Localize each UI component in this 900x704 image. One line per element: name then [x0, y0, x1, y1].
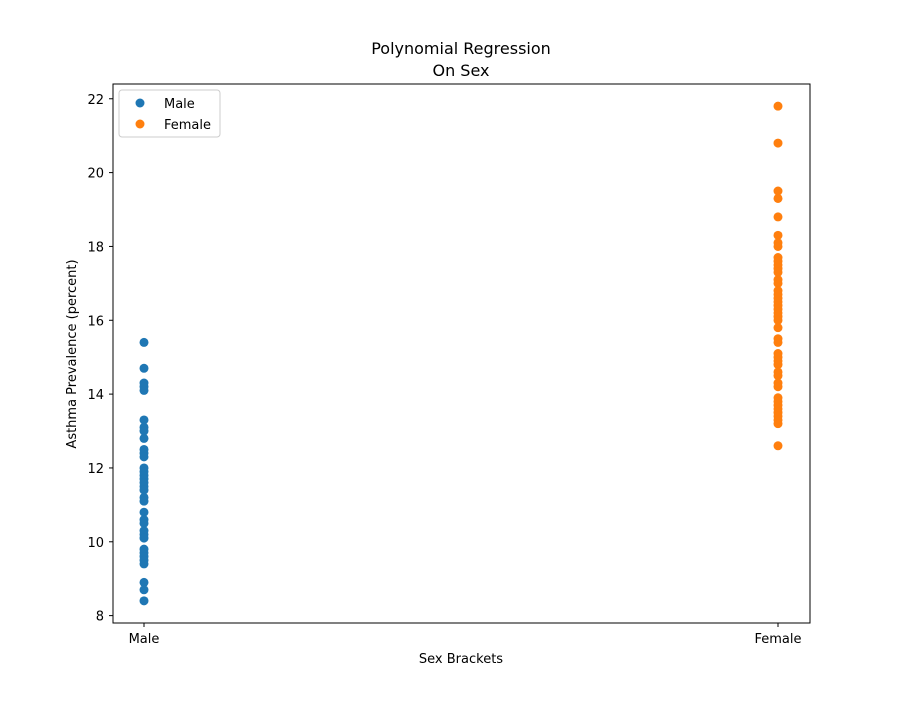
data-point-male: [139, 507, 149, 517]
x-axis: Male Female: [129, 623, 802, 647]
data-point-female: [773, 212, 783, 222]
data-point-female: [773, 337, 783, 347]
data-point-female: [773, 323, 783, 333]
data-point-female: [773, 419, 783, 429]
data-point-female: [773, 230, 783, 240]
data-point-female: [773, 241, 783, 251]
data-point-male: [139, 426, 149, 436]
data-point-female: [773, 101, 783, 111]
plot-frame: [112, 83, 811, 624]
legend-marker-male: [135, 98, 145, 108]
data-point-male: [139, 596, 149, 606]
data-point-female: [773, 267, 783, 277]
y-axis: 8 10 12 14 16 18 20 22: [87, 93, 113, 625]
data-point-male: [139, 433, 149, 443]
data-point-female: [773, 371, 783, 381]
legend-marker-female: [135, 119, 145, 129]
y-tick-label: 12: [87, 462, 104, 477]
series-male: [139, 337, 149, 606]
data-point-male: [139, 585, 149, 595]
data-point-male: [139, 496, 149, 506]
data-point-male: [139, 577, 149, 587]
y-tick-label: 20: [87, 167, 104, 182]
data-point-male: [139, 337, 149, 347]
x-tick-label: Male: [129, 632, 160, 647]
plot-area: [139, 101, 783, 606]
data-point-male: [139, 363, 149, 373]
data-point-female: [773, 360, 783, 370]
data-point-female: [773, 441, 783, 451]
legend: Male Female: [118, 89, 221, 138]
chart-title: Polynomial Regression: [371, 39, 551, 58]
data-point-male: [139, 452, 149, 462]
y-tick-label: 18: [87, 240, 104, 255]
y-axis-label: Asthma Prevalence (percent): [65, 259, 80, 448]
data-point-male: [139, 533, 149, 543]
y-tick-label: 16: [87, 314, 104, 329]
legend-label-male: Male: [164, 97, 195, 112]
y-tick-label: 8: [96, 610, 104, 625]
data-point-male: [139, 518, 149, 528]
y-tick-label: 22: [87, 93, 104, 108]
data-point-female: [773, 315, 783, 325]
data-point-male: [139, 485, 149, 495]
y-tick-label: 14: [87, 388, 104, 403]
data-point-male: [139, 385, 149, 395]
data-point-female: [773, 138, 783, 148]
data-point-female: [773, 382, 783, 392]
data-point-female: [773, 186, 783, 196]
series-female: [773, 101, 783, 451]
data-point-male: [139, 415, 149, 425]
x-axis-label: Sex Brackets: [419, 652, 503, 667]
x-tick-label: Female: [754, 632, 801, 647]
data-point-female: [773, 193, 783, 203]
chart-subtitle: On Sex: [432, 61, 489, 80]
data-point-male: [139, 559, 149, 569]
legend-label-female: Female: [164, 118, 211, 133]
y-tick-label: 10: [87, 536, 104, 551]
data-point-female: [773, 278, 783, 288]
